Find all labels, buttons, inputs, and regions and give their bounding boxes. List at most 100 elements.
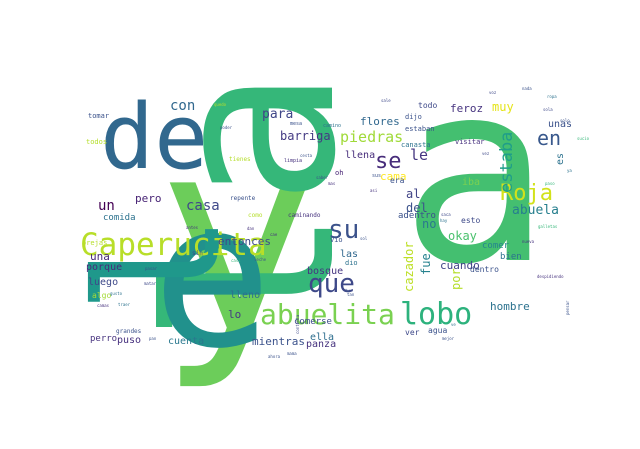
word-asi: asi — [370, 188, 378, 193]
word-mejor: mejor — [442, 336, 455, 341]
word-ya: ya — [567, 168, 572, 173]
word-antes: antes — [186, 225, 199, 230]
word-galletas: galletas — [538, 224, 558, 229]
word-pasar: pasar — [145, 266, 158, 271]
word-mesa: mesa — [290, 121, 302, 127]
word-puso: puso — [117, 335, 141, 346]
word-e: e — [152, 160, 272, 393]
word-muy: muy — [492, 100, 514, 114]
word-al: al — [406, 187, 420, 201]
word-ella: ella — [310, 332, 334, 343]
word-caminando: caminando — [288, 212, 321, 219]
word-tan: tan — [347, 292, 355, 297]
word-del: del — [406, 201, 428, 215]
word-abuelita: abuelita — [260, 298, 395, 331]
word-visitar: visitar — [455, 138, 485, 146]
word-dentro: dentro — [470, 265, 499, 274]
word-repente: repente — [230, 195, 256, 202]
word-gusto: gusto — [110, 291, 123, 296]
word-nueva: nueva — [522, 239, 535, 244]
word-lobo: lobo — [400, 297, 472, 332]
word-roja: Roja — [500, 181, 553, 206]
word-hombre: hombre — [490, 300, 530, 313]
word-canasta: canasta — [401, 141, 431, 149]
word-sola: sola — [543, 107, 553, 112]
word-quedo: quedo — [214, 102, 227, 107]
word-de: de — [100, 85, 208, 190]
word-cesta: cesta — [300, 153, 313, 158]
word-ahora: ahora — [268, 354, 281, 359]
word-casa: casa — [186, 198, 220, 214]
word-fue: fue — [419, 253, 433, 275]
word-cuando: cuando — [440, 259, 480, 272]
word-orejas: orejas — [82, 239, 107, 247]
word-leche: leche — [254, 257, 267, 262]
word-para: para — [262, 107, 293, 122]
word-todo: todo — [418, 101, 437, 110]
word-ve: ve — [451, 322, 456, 327]
word-saber: saber — [316, 175, 329, 180]
word-ver: ver — [405, 328, 420, 337]
word-unas: unas — [548, 119, 572, 130]
word-sin: sin — [192, 250, 203, 257]
word-nada: nada — [522, 86, 532, 91]
word-algo: algo — [92, 291, 111, 300]
word-dijo: dijo — [405, 113, 422, 121]
word-cae: cae — [270, 232, 278, 237]
word-camas: camas — [97, 303, 110, 308]
word-mas: mas — [328, 181, 336, 186]
word-oh: oh — [335, 169, 343, 177]
word-un: un — [98, 198, 115, 214]
word-abuela: abuela — [512, 203, 559, 218]
word-esto: esto — [461, 216, 480, 225]
word-despidiendo: despidiendo — [537, 274, 564, 279]
word-mama: mama — [287, 351, 297, 356]
word-feroz: feroz — [450, 102, 483, 115]
word-piedras: piedras — [340, 128, 403, 146]
word-poder: poder — [220, 125, 233, 130]
word-paso: paso — [545, 181, 555, 186]
word-pan: pan — [149, 336, 157, 341]
word-adentro: adentro — [398, 211, 436, 221]
word-con: con — [170, 98, 195, 114]
word-solo: solo — [560, 118, 570, 123]
word-vez: vez — [482, 151, 490, 156]
word-cama: cama — [380, 170, 407, 183]
word-estaba: estaba — [497, 132, 517, 193]
word-todos: todos — [86, 138, 107, 146]
word-la: la — [120, 68, 387, 345]
word-sus: sus — [372, 173, 381, 179]
word-hay: hay — [440, 218, 448, 223]
word-se: se — [375, 149, 402, 174]
word-y: y — [156, 79, 319, 394]
word-agua: agua — [428, 326, 447, 335]
word-a: a — [400, 28, 551, 319]
word-no: no — [422, 217, 436, 231]
word-ropa: ropa — [547, 94, 557, 99]
word-matar: matar — [144, 281, 157, 286]
word-vio: vio — [330, 236, 343, 244]
word-mientras: mientras — [252, 335, 305, 348]
word-es: es — [555, 153, 566, 165]
word-camino: camino — [323, 123, 341, 129]
word-grandes: grandes — [116, 328, 142, 335]
word-bien: bien — [500, 252, 522, 262]
word-le: le — [410, 146, 428, 164]
word-casi: casi — [231, 258, 241, 263]
word-iba: iba — [462, 177, 480, 188]
word-tu: tu — [345, 288, 350, 293]
word-por: por — [449, 268, 463, 290]
word-porque: porque — [86, 262, 122, 273]
word-cuenta: cuenta — [168, 336, 204, 347]
word-comida: comida — [103, 213, 136, 223]
word-panza: panza — [306, 339, 336, 350]
word-traer: traer — [118, 302, 131, 307]
word-flores: flores — [360, 115, 400, 128]
word-perro: perro — [90, 334, 117, 344]
word-en: en — [537, 126, 561, 150]
word-barriga: barriga — [280, 129, 331, 143]
word-luego: luego — [88, 277, 118, 288]
word-bosque: bosque — [307, 266, 343, 277]
word-tienes: tienes — [229, 156, 251, 163]
